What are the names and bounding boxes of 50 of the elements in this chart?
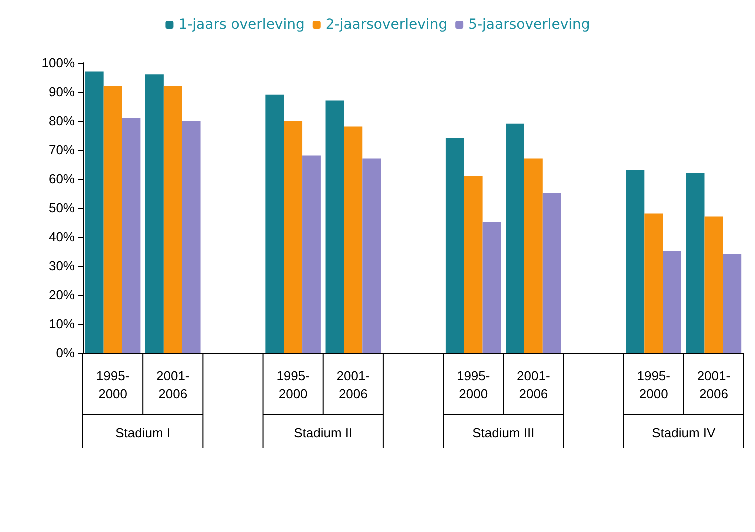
x-tick-label: 2001-2006	[156, 368, 190, 402]
text: Stadium I	[116, 426, 171, 440]
bar	[644, 214, 664, 353]
y-tick-label: 10%	[48, 316, 76, 332]
bar	[362, 158, 382, 353]
legend-label: 5-jaarsoverleving	[468, 17, 590, 33]
bar	[446, 138, 464, 353]
bar	[524, 158, 543, 353]
bar	[704, 216, 724, 353]
legend-label: 1-jaars overleving	[178, 17, 305, 33]
bar	[85, 72, 104, 353]
x-tick-label: 1995-2000	[276, 368, 310, 402]
y-tick-label: 30%	[48, 258, 76, 274]
text: Stadium II	[294, 426, 353, 440]
bar	[686, 173, 705, 353]
x-tick-label: 1995-2000	[456, 368, 490, 402]
x-tick-label: 2001-2006	[697, 368, 731, 402]
bar	[506, 124, 524, 353]
text: Stadium IV	[652, 426, 716, 440]
x-tick-label: 1995-2000	[637, 368, 670, 402]
x-tick-label: 1995-2000	[96, 368, 130, 402]
y-tick-label: 80%	[48, 114, 76, 128]
bar	[182, 121, 201, 353]
bar	[542, 194, 562, 353]
y-tick-label: 60%	[48, 172, 76, 186]
bar	[626, 170, 645, 353]
y-tick-label: 90%	[48, 84, 76, 100]
text: Stadium III	[472, 426, 535, 440]
y-tick-label: 20%	[48, 288, 76, 302]
bar	[326, 100, 344, 353]
bar	[344, 126, 363, 353]
bar	[723, 254, 742, 353]
bar	[482, 222, 502, 353]
bar	[266, 94, 284, 353]
bar	[464, 176, 483, 353]
bar	[284, 121, 303, 353]
bar	[122, 118, 141, 353]
x-tick-label: 2001-2006	[336, 368, 370, 402]
bar	[663, 252, 682, 353]
legend-label: 2-jaarsoverleving	[326, 17, 448, 33]
y-tick-label: 50%	[48, 200, 76, 216]
y-tick-label: 0%	[56, 346, 76, 360]
x-tick-label: 2001-2006	[517, 368, 550, 402]
bar	[302, 156, 321, 353]
y-tick-label: 40%	[48, 230, 76, 244]
bar	[164, 86, 182, 353]
bar	[104, 86, 122, 353]
y-tick-label: 100%	[42, 56, 76, 70]
y-tick-label: 70%	[48, 142, 76, 158]
bar	[145, 74, 164, 353]
